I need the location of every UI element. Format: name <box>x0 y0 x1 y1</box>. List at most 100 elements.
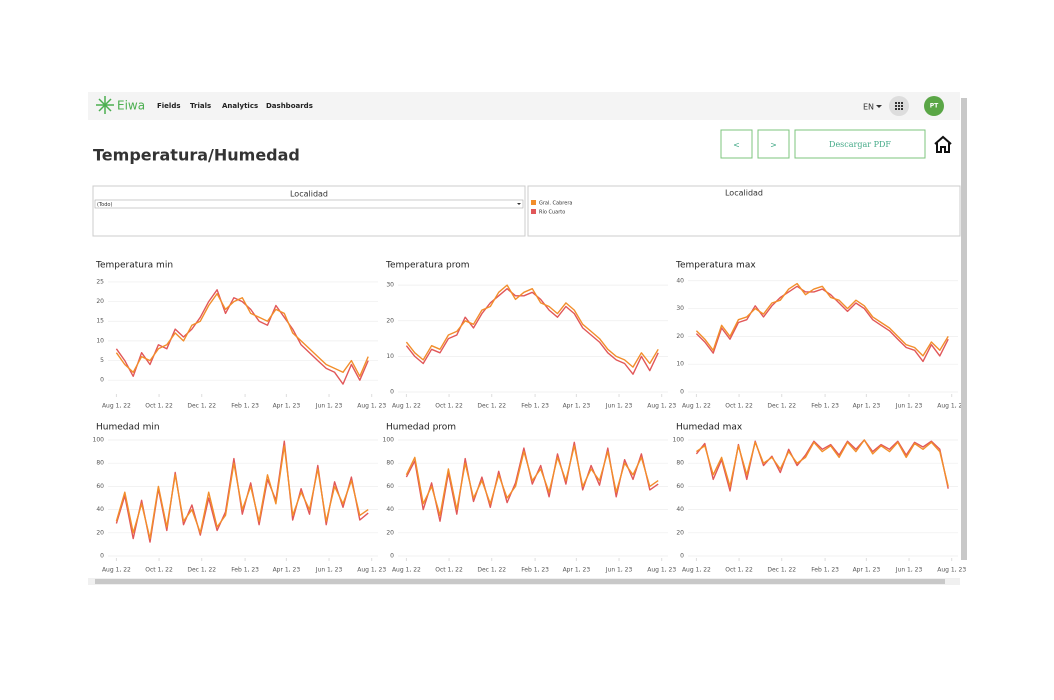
y-tick-label: 20 <box>386 529 394 536</box>
dropdown-caret <box>876 105 882 108</box>
x-tick-label: Aug 1, 22 <box>102 567 131 574</box>
logo[interactable]: Eiwa <box>117 99 145 113</box>
series-line <box>405 288 659 375</box>
charts: Temperatura min 0 5 10 15 20 25 Aug 1, 22 Oct 1,… <box>93 261 967 574</box>
y-tick-label: 0 <box>100 553 104 560</box>
select-caret <box>517 203 521 205</box>
x-tick-label: Apr 1, 23 <box>273 567 301 574</box>
series-line <box>405 445 659 517</box>
y-tick-label: 40 <box>96 506 104 513</box>
x-tick-label: Oct 1, 22 <box>435 567 463 574</box>
chart-title: Humedad max <box>676 423 743 433</box>
apps-icon <box>895 102 903 110</box>
x-tick-label: Aug 1, 23 <box>937 567 966 574</box>
y-tick-label: 20 <box>676 333 684 340</box>
x-tick-label: Apr 1, 23 <box>853 403 881 410</box>
app-frame <box>88 92 968 586</box>
x-tick-label: Apr 1, 23 <box>563 567 591 574</box>
legend-panel <box>527 185 961 237</box>
series-line <box>115 289 369 385</box>
language[interactable]: EN <box>863 103 874 112</box>
page-title: Temperatura/Humedad <box>93 146 300 165</box>
x-tick-label: Dec 1, 22 <box>477 403 506 410</box>
series-line <box>695 439 949 492</box>
y-tick-label: 0 <box>390 553 394 560</box>
x-tick-label: Feb 1, 23 <box>811 403 839 410</box>
y-tick-label: 100 <box>673 437 685 444</box>
y-tick-label: 25 <box>96 278 104 285</box>
x-tick-label: Jun 1, 23 <box>895 567 923 574</box>
x-tick-label: Oct 1, 22 <box>725 567 753 574</box>
x-tick-label: Feb 1, 23 <box>231 567 259 574</box>
x-tick-label: Oct 1, 22 <box>145 403 173 410</box>
y-tick-label: 20 <box>676 529 684 536</box>
series-line <box>115 293 369 377</box>
x-tick-label: Oct 1, 22 <box>725 403 753 410</box>
series-line <box>405 284 659 368</box>
x-tick-label: Apr 1, 23 <box>273 403 301 410</box>
x-tick-label: Feb 1, 23 <box>231 403 259 410</box>
x-tick-label: Jun 1, 23 <box>315 567 343 574</box>
y-tick-label: 80 <box>96 460 104 467</box>
x-tick-label: Dec 1, 22 <box>187 567 216 574</box>
x-tick-label: Apr 1, 23 <box>563 403 591 410</box>
y-tick-label: 10 <box>96 337 104 344</box>
nav-item[interactable]: Fields <box>157 102 181 110</box>
series-line <box>696 439 949 488</box>
x-tick-label: Oct 1, 22 <box>145 567 173 574</box>
prev-label: < <box>733 141 740 150</box>
y-tick-label: 0 <box>390 389 394 396</box>
home-icon[interactable] <box>934 135 952 153</box>
chart-title: Temperatura max <box>675 261 756 271</box>
chart-title: Temperatura min <box>95 261 173 271</box>
avatar[interactable] <box>924 96 944 116</box>
pdf-label: Descargar PDF <box>829 140 891 149</box>
x-tick-label: Jun 1, 23 <box>315 403 343 410</box>
top-bar <box>88 92 960 120</box>
pdf-button[interactable] <box>794 129 926 159</box>
y-tick-label: 80 <box>676 460 684 467</box>
next-button[interactable] <box>757 129 790 159</box>
x-tick-label: Dec 1, 22 <box>477 567 506 574</box>
x-tick-label: Oct 1, 22 <box>435 403 463 410</box>
y-tick-label: 20 <box>386 317 394 324</box>
chart-title: Humedad prom <box>386 423 456 433</box>
y-tick-label: 100 <box>383 437 395 444</box>
series-line <box>695 282 949 357</box>
filter-select[interactable] <box>94 199 524 209</box>
y-tick-label: 0 <box>680 553 684 560</box>
prev-button[interactable] <box>720 129 753 159</box>
x-tick-label: Apr 1, 23 <box>853 567 881 574</box>
legend-swatch <box>531 209 536 214</box>
h-scrollbar <box>95 579 945 584</box>
y-tick-label: 10 <box>676 361 684 368</box>
legend-label: Gral. Cabrera <box>539 201 572 207</box>
x-tick-label: Dec 1, 22 <box>767 567 796 574</box>
y-tick-label: 0 <box>100 377 104 384</box>
y-tick-label: 40 <box>676 277 684 284</box>
y-tick-label: 10 <box>386 353 394 360</box>
filter-title: Localidad <box>290 190 328 199</box>
x-tick-label: Feb 1, 23 <box>811 567 839 574</box>
y-tick-label: 60 <box>386 483 394 490</box>
y-tick-label: 5 <box>100 357 104 364</box>
series-line <box>115 445 369 540</box>
x-tick-label: Aug 1, 22 <box>392 567 421 574</box>
v-scrollbar <box>961 98 967 560</box>
logo-icon <box>96 96 114 114</box>
x-tick-label: Aug 1, 22 <box>102 403 131 410</box>
legend-label: Río Cuarto <box>539 209 565 216</box>
y-tick-label: 30 <box>676 305 684 312</box>
x-tick-label: Feb 1, 23 <box>521 403 549 410</box>
y-tick-label: 0 <box>680 389 684 396</box>
nav-item[interactable]: Trials <box>190 102 211 110</box>
nav-item[interactable]: Dashboards <box>266 102 313 110</box>
filter-value: (Todo) <box>97 202 112 208</box>
nav-item[interactable]: Analytics <box>222 102 258 110</box>
avatar-initials: PT <box>930 103 939 110</box>
x-tick-label: Jun 1, 23 <box>605 567 633 574</box>
x-tick-label: Aug 1, 22 <box>392 403 421 410</box>
x-tick-label: Jun 1, 23 <box>895 403 923 410</box>
